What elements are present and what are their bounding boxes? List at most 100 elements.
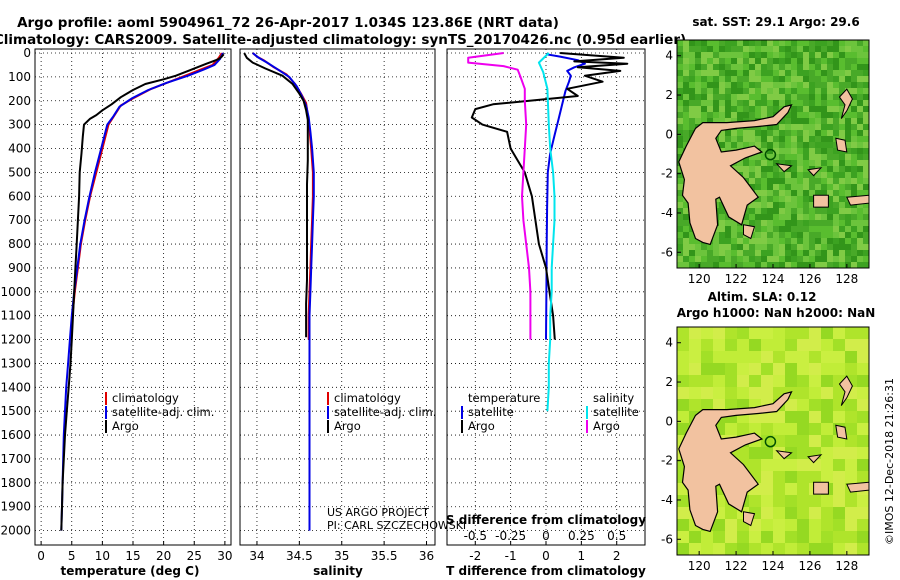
map-cell — [755, 178, 761, 184]
map-cell — [743, 160, 749, 166]
map-cell — [833, 130, 839, 136]
map-cell — [833, 250, 839, 256]
map-cell — [821, 52, 827, 58]
island — [743, 511, 756, 527]
map-cell — [701, 531, 713, 543]
map-cell — [821, 339, 833, 351]
map-cell — [809, 70, 815, 76]
map-cell — [839, 202, 845, 208]
depth-tick-label: 1500 — [0, 404, 31, 418]
map-cell — [857, 154, 863, 160]
map-cell — [797, 196, 803, 202]
map-cell — [809, 375, 821, 387]
map-cell — [689, 130, 695, 136]
map-cell — [851, 124, 857, 130]
map-cell — [695, 70, 701, 76]
map-cell — [779, 70, 785, 76]
map-cell — [779, 184, 785, 190]
map-y-tick-label: 2 — [665, 375, 673, 389]
map-cell — [863, 256, 869, 262]
map-cell — [773, 178, 779, 184]
map-cell — [689, 351, 701, 363]
map-cell — [845, 459, 857, 471]
map-cell — [827, 190, 833, 196]
map-cell — [797, 447, 809, 459]
map-cell — [689, 238, 695, 244]
map-cell — [683, 220, 689, 226]
map-cell — [833, 214, 839, 220]
map-cell — [821, 351, 833, 363]
map-cell — [743, 58, 749, 64]
map-cell — [755, 130, 761, 136]
map-cell — [719, 130, 725, 136]
map-cell — [755, 166, 761, 172]
map-cell — [833, 190, 839, 196]
map-cell — [773, 46, 779, 52]
map-cell — [833, 232, 839, 238]
map-cell — [683, 244, 689, 250]
map-cell — [785, 58, 791, 64]
map-cell — [815, 112, 821, 118]
map-cell — [767, 256, 773, 262]
map-cell — [731, 94, 737, 100]
legend-salinity: climatology satellite-adj. clim. Argo — [327, 391, 436, 433]
map-cell — [833, 196, 839, 202]
map-cell — [851, 136, 857, 142]
map-cell — [839, 214, 845, 220]
map-cell — [851, 262, 857, 268]
map-cell — [683, 76, 689, 82]
legend-heading-salinity: salinity — [593, 391, 634, 405]
map-cell — [719, 70, 725, 76]
map-cell — [785, 202, 791, 208]
map-cell — [815, 40, 821, 46]
map-cell — [797, 88, 803, 94]
map-cell — [839, 70, 845, 76]
map-cell — [797, 220, 803, 226]
map-y-tick-label: 4 — [665, 49, 673, 63]
map-cell — [863, 76, 869, 82]
map-cell — [845, 226, 851, 232]
map-cell — [797, 411, 809, 423]
map-cell — [809, 238, 815, 244]
map-cell — [737, 52, 743, 58]
map-cell — [809, 178, 815, 184]
map-cell — [809, 142, 815, 148]
map-cell — [857, 58, 863, 64]
map-cell — [857, 531, 869, 543]
map-cell — [737, 136, 743, 142]
map-cell — [797, 136, 803, 142]
map-cell — [821, 82, 827, 88]
map-cell — [773, 531, 785, 543]
map-cell — [743, 112, 749, 118]
map-cell — [833, 70, 839, 76]
map-cell — [833, 327, 845, 339]
map-cell — [743, 40, 749, 46]
map-cell — [707, 58, 713, 64]
depth-tick-label: 1000 — [0, 285, 31, 299]
map-cell — [719, 112, 725, 118]
map-cell — [779, 208, 785, 214]
map-cell — [761, 351, 773, 363]
map-cell — [833, 226, 839, 232]
map-cell — [785, 262, 791, 268]
map-cell — [761, 76, 767, 82]
map-cell — [749, 94, 755, 100]
map-cell — [725, 100, 731, 106]
map-y-tick-label: 2 — [665, 88, 673, 102]
map-cell — [821, 88, 827, 94]
island — [807, 454, 823, 464]
map-cell — [827, 148, 833, 154]
map-cell — [851, 160, 857, 166]
map-cell — [695, 76, 701, 82]
map-cell — [809, 327, 821, 339]
map-cell — [857, 52, 863, 58]
map-cell — [809, 58, 815, 64]
map-cell — [791, 178, 797, 184]
map-cell — [695, 40, 701, 46]
map-cell — [809, 214, 815, 220]
map-cell — [725, 40, 731, 46]
map-cell — [749, 327, 761, 339]
map-cell — [773, 76, 779, 82]
map-cell — [773, 82, 779, 88]
map-cell — [809, 112, 815, 118]
